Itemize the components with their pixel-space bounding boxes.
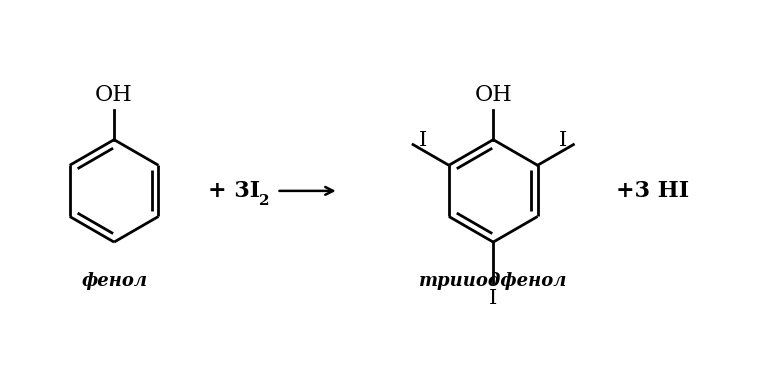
Text: + 3I: + 3I	[208, 180, 260, 202]
Text: OH: OH	[475, 84, 512, 106]
Text: I: I	[489, 290, 497, 309]
Text: 2: 2	[258, 194, 269, 208]
Text: +3 HI: +3 HI	[616, 180, 690, 202]
Text: фенол: фенол	[81, 272, 147, 290]
Text: OH: OH	[96, 84, 133, 106]
Text: I: I	[559, 131, 568, 150]
Text: трииодфенол: трииодфенол	[419, 272, 568, 290]
Text: I: I	[419, 131, 428, 150]
